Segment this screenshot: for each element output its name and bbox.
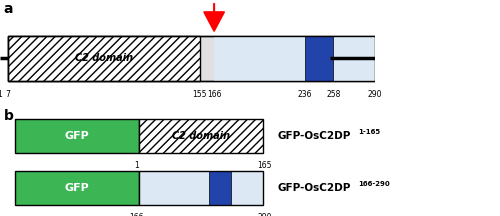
Polygon shape (204, 12, 225, 31)
Text: C2 domain: C2 domain (74, 53, 133, 63)
FancyBboxPatch shape (139, 171, 262, 205)
Text: a: a (4, 2, 13, 16)
FancyBboxPatch shape (139, 119, 262, 153)
FancyBboxPatch shape (305, 36, 334, 81)
FancyBboxPatch shape (8, 36, 375, 81)
Text: 166-290: 166-290 (358, 181, 390, 187)
Text: GFP: GFP (64, 183, 89, 193)
Text: GFP: GFP (64, 131, 89, 141)
Text: 290: 290 (257, 213, 272, 216)
Text: GFP-OsC2DP: GFP-OsC2DP (278, 131, 351, 141)
FancyBboxPatch shape (15, 171, 139, 205)
Text: 165: 165 (257, 161, 272, 170)
Text: 166: 166 (207, 90, 222, 99)
Text: 1: 1 (0, 90, 2, 99)
Text: b: b (4, 109, 14, 123)
Text: 258: 258 (326, 90, 340, 99)
FancyBboxPatch shape (8, 36, 200, 81)
FancyBboxPatch shape (208, 171, 231, 205)
Text: 236: 236 (298, 90, 312, 99)
Text: 166: 166 (130, 213, 144, 216)
FancyBboxPatch shape (214, 36, 375, 81)
Text: 1-165: 1-165 (358, 129, 380, 135)
Text: GFP-OsC2DP: GFP-OsC2DP (278, 183, 351, 193)
Text: 1: 1 (134, 161, 139, 170)
Text: 290: 290 (368, 90, 382, 99)
Text: 7: 7 (6, 90, 10, 99)
Text: C2 domain: C2 domain (172, 131, 230, 141)
Text: 155: 155 (192, 90, 207, 99)
FancyBboxPatch shape (15, 119, 139, 153)
